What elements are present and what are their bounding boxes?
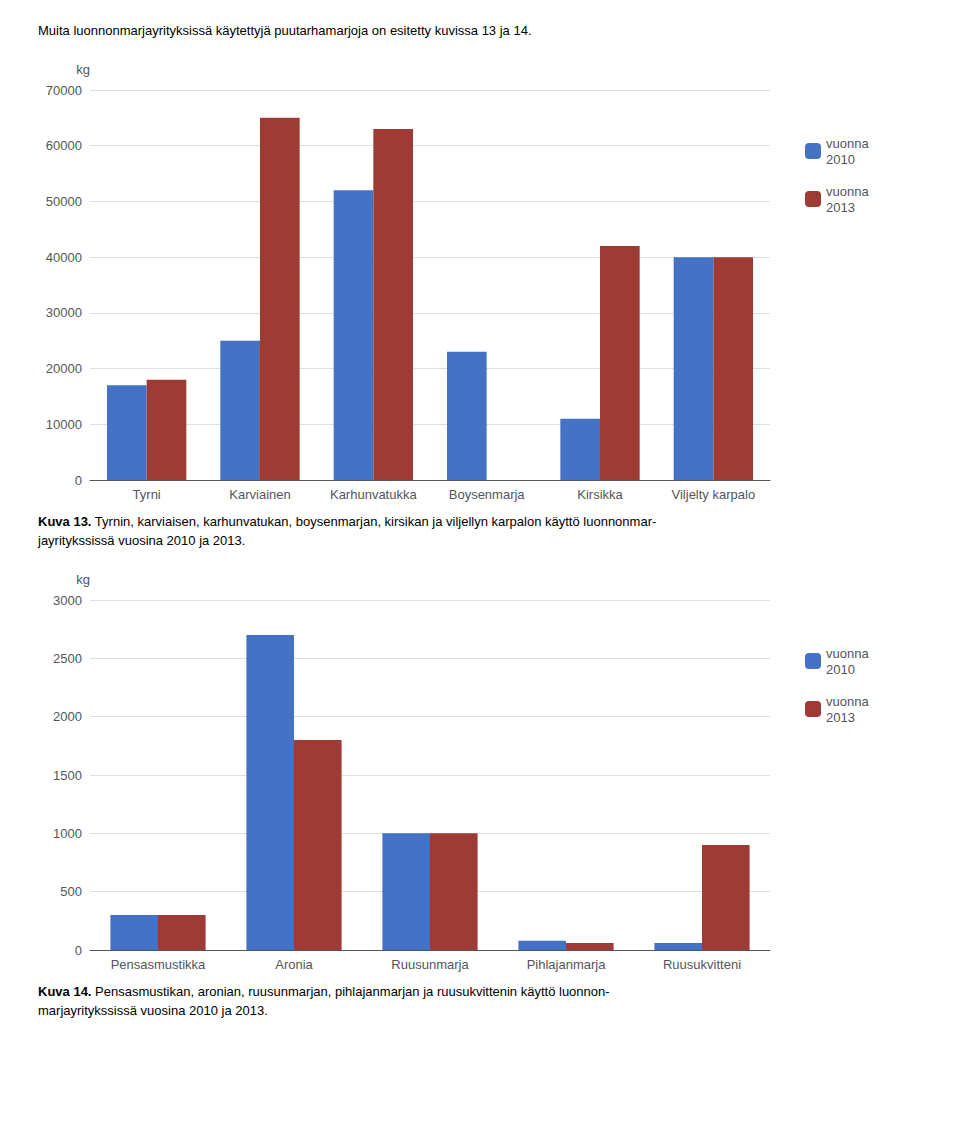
svg-text:Karhunvatukka: Karhunvatukka — [330, 487, 417, 502]
svg-text:Tyrnin, karviaisen, karhunvatu: Tyrnin, karviaisen, karhunvatukan, boyse… — [91, 514, 656, 529]
svg-text:kg: kg — [76, 572, 90, 587]
svg-text:1000: 1000 — [53, 826, 82, 841]
svg-text:40000: 40000 — [46, 250, 82, 265]
svg-text:Pihlajanmarja: Pihlajanmarja — [527, 957, 607, 972]
svg-text:2010: 2010 — [826, 662, 855, 677]
svg-text:0: 0 — [75, 943, 82, 958]
svg-text:10000: 10000 — [46, 417, 82, 432]
svg-text:20000: 20000 — [46, 361, 82, 376]
svg-text:70000: 70000 — [46, 83, 82, 98]
svg-text:Kuva 14.: Kuva 14. — [38, 984, 91, 999]
svg-text:jayritykssissä vuosina 2010 ja: jayritykssissä vuosina 2010 ja 2013. — [37, 533, 245, 548]
svg-text:vuonna: vuonna — [826, 646, 869, 661]
svg-text:2500: 2500 — [53, 651, 82, 666]
svg-text:Kirsikka: Kirsikka — [577, 487, 623, 502]
svg-text:Karviainen: Karviainen — [229, 487, 290, 502]
svg-text:Boysenmarja: Boysenmarja — [449, 487, 526, 502]
svg-text:Pensasmustikan, aronian, ruusu: Pensasmustikan, aronian, ruusunmarjan, p… — [91, 984, 609, 999]
svg-text:vuonna: vuonna — [826, 694, 869, 709]
svg-text:30000: 30000 — [46, 305, 82, 320]
svg-text:500: 500 — [60, 884, 82, 899]
svg-text:2000: 2000 — [53, 709, 82, 724]
svg-text:Ruusukvitteni: Ruusukvitteni — [663, 957, 741, 972]
svg-text:Muita luonnonmarjayrityksissä: Muita luonnonmarjayrityksissä käytettyjä… — [38, 23, 532, 38]
svg-text:2013: 2013 — [826, 200, 855, 215]
svg-text:3000: 3000 — [53, 593, 82, 608]
svg-text:60000: 60000 — [46, 138, 82, 153]
svg-text:Pensasmustikka: Pensasmustikka — [111, 957, 206, 972]
svg-text:Kuva 13.: Kuva 13. — [38, 514, 91, 529]
svg-text:2010: 2010 — [826, 152, 855, 167]
svg-text:50000: 50000 — [46, 194, 82, 209]
svg-text:0: 0 — [75, 473, 82, 488]
svg-text:2013: 2013 — [826, 710, 855, 725]
svg-text:vuonna: vuonna — [826, 184, 869, 199]
svg-text:1500: 1500 — [53, 768, 82, 783]
svg-text:Ruusunmarja: Ruusunmarja — [391, 957, 469, 972]
svg-text:Aronia: Aronia — [275, 957, 313, 972]
svg-text:kg: kg — [76, 62, 90, 77]
svg-text:vuonna: vuonna — [826, 136, 869, 151]
svg-text:Viljelty karpalo: Viljelty karpalo — [672, 487, 756, 502]
svg-text:marjayritykssissä vuosina 2010: marjayritykssissä vuosina 2010 ja 2013. — [38, 1003, 268, 1018]
svg-text:Tyrni: Tyrni — [133, 487, 161, 502]
